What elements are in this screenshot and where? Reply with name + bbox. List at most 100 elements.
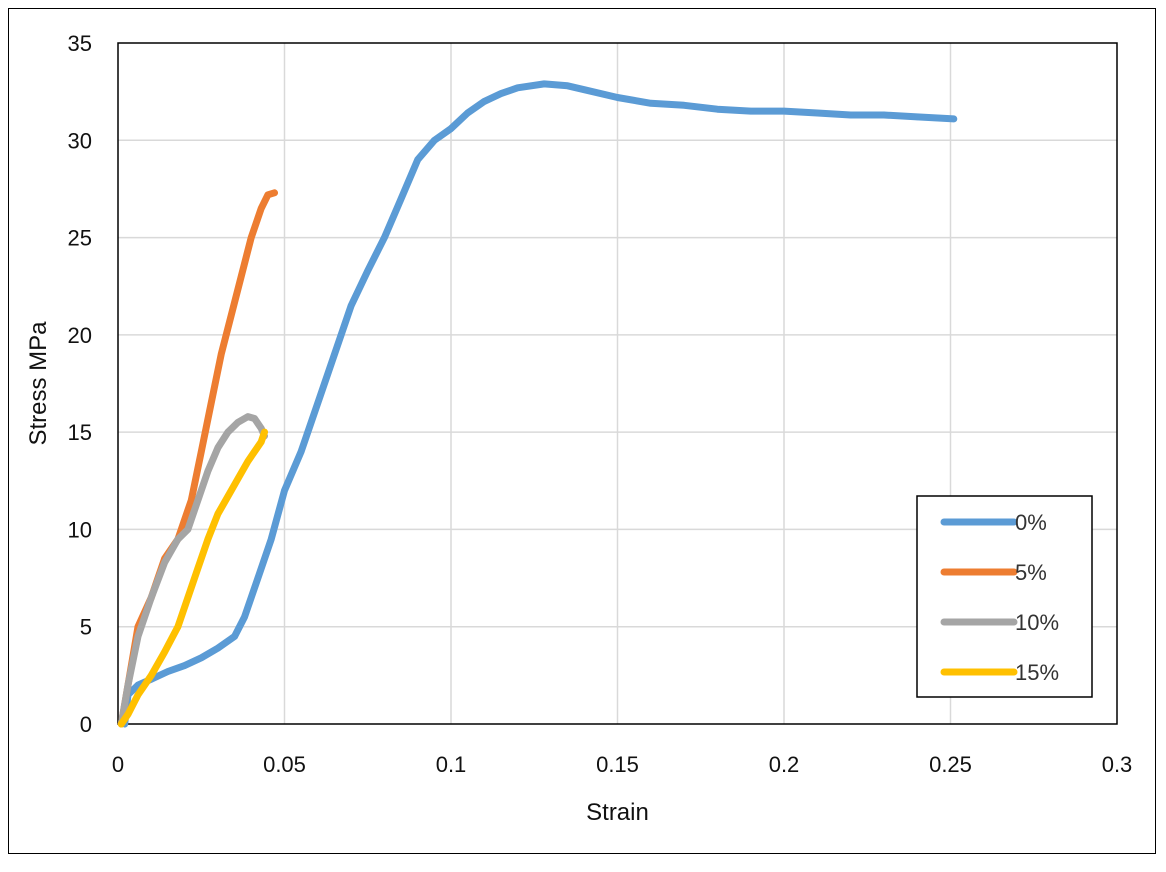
- data-point: [564, 82, 571, 90]
- data-point: [271, 189, 278, 197]
- data-point: [541, 80, 548, 88]
- data-point: [174, 535, 182, 543]
- data-point: [184, 594, 192, 601]
- data-point: [297, 448, 305, 455]
- data-point: [647, 100, 654, 107]
- data-point: [148, 594, 155, 601]
- data-point: [261, 428, 268, 436]
- data-point: [224, 493, 232, 500]
- data-point: [347, 302, 355, 309]
- data-point: [204, 535, 212, 543]
- x-axis-label: Strain: [586, 799, 649, 826]
- x-tick-label: 0.1: [436, 752, 467, 777]
- data-point: [381, 234, 388, 241]
- data-point: [194, 565, 202, 572]
- data-point: [314, 399, 321, 407]
- y-tick-label: 10: [68, 517, 92, 542]
- data-point: [174, 623, 182, 630]
- data-point: [241, 613, 248, 621]
- data-point: [464, 109, 471, 117]
- y-tick-label: 25: [68, 226, 92, 251]
- series-line: [117, 413, 268, 728]
- data-point: [231, 633, 238, 640]
- data-point: [214, 510, 222, 518]
- series-15pct: [117, 428, 268, 728]
- data-point: [581, 86, 588, 93]
- legend-label: 0%: [1015, 510, 1047, 535]
- data-point: [218, 351, 225, 358]
- legend-box: [916, 495, 1093, 698]
- x-tick-label: 0.2: [769, 752, 800, 777]
- data-point: [331, 351, 338, 358]
- data-point: [680, 102, 688, 109]
- data-point: [257, 205, 265, 212]
- data-point: [164, 668, 172, 675]
- legend-label: 10%: [1015, 610, 1059, 635]
- data-point: [224, 428, 232, 436]
- legend: 0% 5% 10% 15%: [916, 495, 1093, 698]
- data-point: [747, 107, 754, 115]
- data-point: [614, 94, 621, 101]
- data-point: [161, 648, 168, 656]
- x-tick-label: 0.05: [263, 752, 306, 777]
- y-axis-label: Stress MPa: [25, 321, 52, 446]
- legend-label: 15%: [1015, 660, 1059, 685]
- data-point: [134, 633, 142, 640]
- data-point: [181, 662, 188, 669]
- data-point: [208, 399, 215, 407]
- data-point: [194, 497, 202, 504]
- data-point: [234, 419, 242, 426]
- data-point: [204, 467, 212, 475]
- plot-area-border: [117, 42, 1118, 725]
- chart-frame: [8, 8, 1156, 854]
- data-point: [228, 312, 235, 319]
- data-point: [251, 415, 258, 422]
- data-point: [950, 115, 958, 123]
- x-tick-label: 0: [112, 752, 124, 777]
- series-line: [117, 428, 268, 728]
- data-point: [281, 487, 288, 494]
- y-tick-label: 20: [68, 323, 92, 348]
- data-point: [198, 654, 205, 662]
- data-point: [161, 559, 168, 566]
- data-point: [257, 438, 265, 446]
- data-point: [118, 720, 125, 728]
- data-point: [244, 413, 252, 420]
- data-point: [124, 711, 132, 718]
- data-point: [447, 125, 455, 132]
- series-layer: [117, 80, 958, 728]
- y-tick-label: 35: [68, 31, 92, 56]
- data-point: [251, 448, 258, 455]
- y-tick-label: 0: [80, 712, 92, 737]
- data-point: [431, 137, 438, 144]
- data-point: [184, 526, 192, 533]
- y-tick-labels: 0 5 10 15 20 25 30 35: [68, 31, 92, 737]
- data-point: [248, 234, 255, 241]
- data-point: [267, 535, 275, 543]
- data-point: [198, 448, 205, 455]
- data-point: [780, 107, 788, 115]
- data-point: [397, 195, 405, 202]
- data-point: [814, 109, 821, 117]
- legend-label: 5%: [1015, 560, 1047, 585]
- data-point: [847, 111, 854, 119]
- data-point: [234, 475, 242, 483]
- data-point: [481, 98, 488, 105]
- x-tick-label: 0.15: [596, 752, 639, 777]
- data-point: [244, 458, 252, 465]
- data-point: [188, 497, 195, 504]
- data-point: [497, 90, 505, 97]
- y-tick-label: 15: [68, 420, 92, 445]
- data-point: [214, 644, 222, 652]
- data-point: [880, 111, 888, 119]
- y-tick-label: 5: [80, 615, 92, 640]
- x-tick-labels: 0 0.05 0.1 0.15 0.2 0.25 0.3: [112, 752, 1132, 777]
- series-line: [121, 80, 958, 728]
- data-point: [414, 156, 421, 163]
- data-point: [148, 672, 155, 679]
- data-point: [214, 444, 222, 451]
- x-tick-label: 0.3: [1102, 752, 1133, 777]
- data-point: [714, 105, 721, 113]
- data-point: [914, 113, 921, 121]
